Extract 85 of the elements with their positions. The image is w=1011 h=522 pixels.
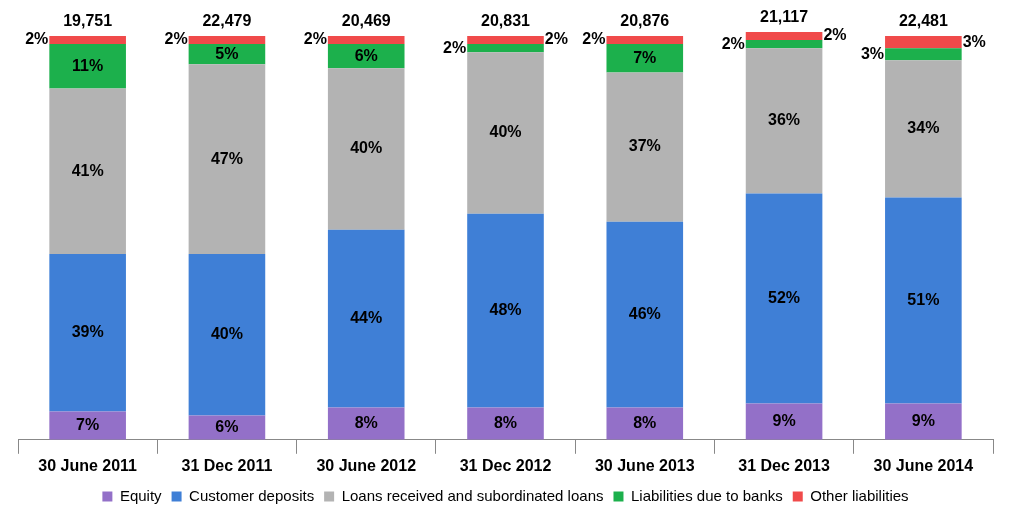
- data-label: 3%: [860, 44, 885, 62]
- legend-label: Loans received and subordinated loans: [341, 486, 604, 504]
- bar: [606, 72, 684, 222]
- text: 20,876: [620, 12, 670, 30]
- bar: [606, 44, 684, 73]
- data-label: 52%: [768, 288, 801, 306]
- x-tick-label: 30 June 2013: [594, 456, 695, 474]
- data-label: 7%: [76, 416, 100, 434]
- bar: [885, 403, 962, 440]
- data-label: 2%: [25, 30, 49, 48]
- bar: [745, 403, 823, 440]
- bar: [745, 32, 823, 41]
- x-tick-label: 30 June 2011: [38, 456, 138, 474]
- text: 19,751: [63, 12, 113, 30]
- data-label: 8%: [493, 414, 518, 432]
- x-tick-label: 30 June 2014: [873, 456, 974, 474]
- bar: [327, 407, 405, 440]
- bar: [467, 36, 544, 45]
- data-label: 34%: [907, 119, 940, 137]
- data-label: 5%: [215, 44, 239, 62]
- text: 21,117: [760, 8, 809, 26]
- legend-label: Equity: [119, 486, 163, 504]
- data-label: 9%: [911, 412, 935, 430]
- data-label: 36%: [768, 111, 801, 129]
- legend-label: Other liabilities: [810, 486, 909, 504]
- bar: [49, 36, 126, 45]
- x-tick-label: 31 Dec 2012: [459, 456, 552, 474]
- x-tick-label: 31 Dec 2011: [181, 456, 273, 474]
- data-label: 7%: [633, 48, 657, 66]
- data-label: 2%: [582, 30, 606, 48]
- data-label: 3%: [962, 32, 986, 50]
- data-label: 40%: [350, 139, 383, 157]
- x-tick-label: 30 June 2012: [316, 456, 417, 474]
- bar: [49, 254, 126, 412]
- data-label: 8%: [354, 414, 378, 432]
- bar: [327, 36, 405, 45]
- bar: [327, 229, 405, 408]
- bar: [188, 254, 266, 416]
- bar: [49, 44, 126, 89]
- bar: [49, 88, 126, 255]
- bar: [885, 60, 962, 198]
- data-label: 2%: [823, 26, 847, 44]
- x-tick-label: 31 Dec 2013: [738, 456, 830, 474]
- legend-label: Liabilities due to banks: [630, 486, 783, 504]
- data-label: 2%: [164, 30, 188, 48]
- data-label: 9%: [772, 412, 796, 430]
- bar: [188, 64, 266, 255]
- data-label: 6%: [215, 418, 239, 436]
- data-label: 39%: [71, 323, 104, 341]
- data-label: 2%: [443, 38, 467, 56]
- text: 22,481: [898, 12, 948, 30]
- bar: [745, 48, 823, 194]
- data-label: 2%: [303, 30, 327, 48]
- text: 22,479: [202, 12, 252, 30]
- data-label: 37%: [628, 137, 661, 155]
- data-label: 8%: [633, 414, 657, 432]
- bar: [606, 36, 684, 45]
- data-label: 6%: [354, 46, 378, 64]
- bar: [467, 407, 544, 440]
- data-label: 11%: [72, 56, 104, 74]
- bar: [745, 40, 823, 49]
- bar: [745, 193, 823, 404]
- bar: [606, 221, 684, 408]
- data-label: 2%: [721, 34, 745, 52]
- bar: [467, 44, 544, 53]
- text: 20,469: [341, 12, 391, 30]
- text: 20,831: [481, 12, 531, 30]
- data-label: 51%: [907, 290, 940, 308]
- bar: [327, 68, 405, 230]
- data-label: 2%: [544, 30, 568, 48]
- data-label: 41%: [71, 161, 104, 179]
- bar: [467, 213, 544, 408]
- data-label: 40%: [489, 123, 522, 141]
- bar: [885, 36, 962, 49]
- bar: [885, 48, 962, 61]
- bar: [467, 52, 544, 214]
- data-label: 40%: [210, 325, 243, 343]
- data-label: 47%: [210, 149, 243, 167]
- bar: [188, 36, 266, 45]
- data-label: 46%: [628, 305, 661, 323]
- legend-label: Customer deposits: [189, 486, 315, 504]
- bar: [885, 197, 962, 404]
- data-label: 44%: [350, 309, 383, 327]
- bar: [606, 407, 684, 440]
- data-label: 48%: [489, 301, 522, 318]
